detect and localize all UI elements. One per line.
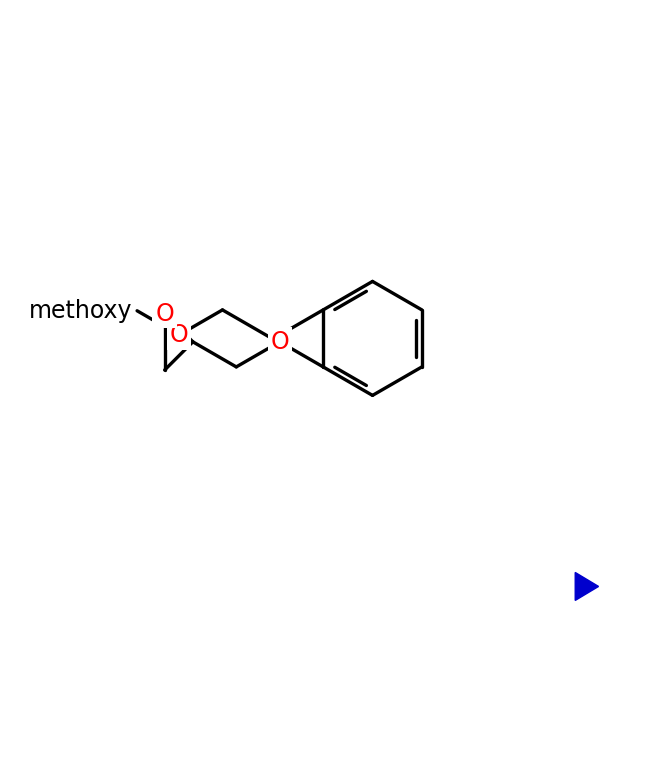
Text: methoxy: methoxy [29,299,132,323]
Text: O: O [270,330,289,354]
Text: O: O [170,323,188,347]
Polygon shape [575,572,598,600]
Text: O: O [156,301,174,326]
